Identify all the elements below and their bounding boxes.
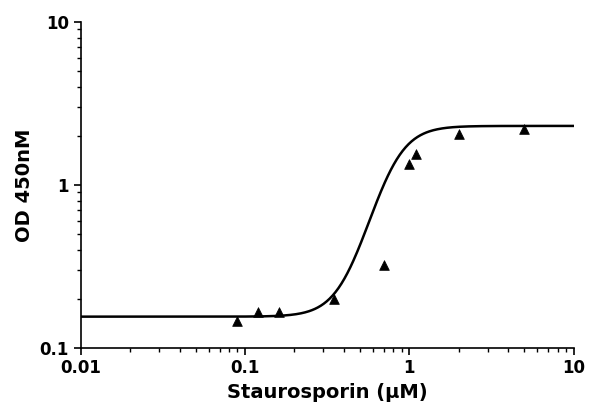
Point [274,309,283,316]
Point [404,160,414,167]
Point [519,126,529,133]
Point [329,295,339,302]
Point [233,318,242,325]
X-axis label: Staurosporin (μM): Staurosporin (μM) [227,383,427,402]
Y-axis label: OD 450nM: OD 450nM [15,128,34,241]
Point [411,151,421,157]
Point [379,262,389,269]
Point [253,309,263,316]
Point [454,131,463,137]
